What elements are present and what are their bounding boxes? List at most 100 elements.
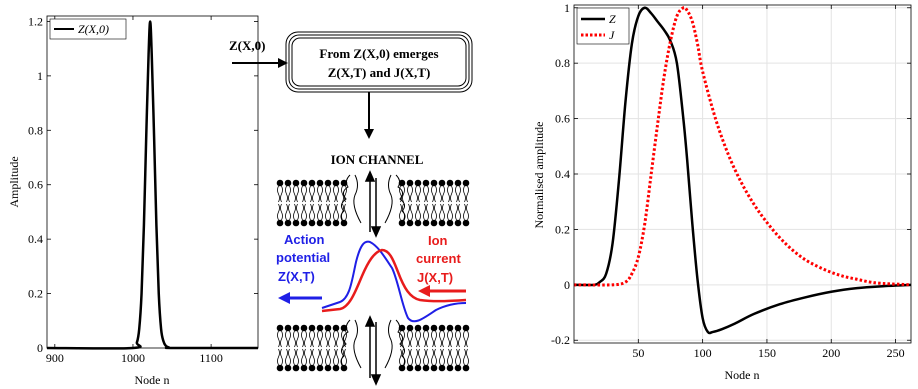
membrane-bottom-lipid-tail <box>455 348 458 366</box>
membrane-top-lipid-tail <box>280 185 283 203</box>
left-legend-label: Z(X,0) <box>78 22 109 36</box>
membrane-bottom-lipid-tail <box>407 330 410 348</box>
membrane-top-lipid-tail <box>458 203 461 221</box>
membrane-top-lipid-tail <box>301 203 304 221</box>
membrane-bottom-lipid-head <box>406 324 414 332</box>
membrane-bottom-lipid-tail <box>410 330 413 348</box>
channel-protein-top <box>340 174 406 224</box>
membrane-top-lipid-tail <box>458 185 461 203</box>
membrane-top-lipid-tail <box>426 185 429 203</box>
membrane-bottom-lipid-head <box>308 324 316 332</box>
membrane-top-lipid-head <box>454 179 462 187</box>
right-y-tick-label: 0.6 <box>555 112 570 126</box>
right-legend-box <box>576 7 630 45</box>
membrane-top-lipid-tail <box>336 203 339 221</box>
membrane-bottom-lipid-head <box>300 364 308 372</box>
membrane-bottom-lipid-tail <box>309 330 312 348</box>
membrane-bottom-lipid-tail <box>285 330 288 348</box>
membrane-bottom-lipid-tail <box>304 348 307 366</box>
membrane-top-lipid-tail <box>426 203 429 221</box>
membrane-bottom-lipid-tail <box>423 348 426 366</box>
membrane-bottom-lipid-tail <box>402 330 405 348</box>
membrane-bottom-lipid-tail <box>277 330 280 348</box>
membrane-bottom-lipid-head <box>462 364 470 372</box>
membrane-top-lipid-tail <box>431 203 434 221</box>
membrane-bottom-lipid-head <box>292 364 300 372</box>
right-y-tick-label: -0.2 <box>551 333 570 347</box>
membrane-bottom-lipid-head <box>406 364 414 372</box>
membrane-bottom-lipid-head <box>446 324 454 332</box>
membrane-bottom-lipid-tail <box>301 330 304 348</box>
membrane-top-lipid-tail <box>410 185 413 203</box>
membrane-bottom-lipid-head <box>284 324 292 332</box>
membrane-bottom-lipid-head <box>414 364 422 372</box>
membrane-bottom-lipid-tail <box>312 348 315 366</box>
membrane-top-lipid-tail <box>301 185 304 203</box>
membrane-bottom-lipid-head <box>284 364 292 372</box>
right-chart: 50 100 150 200 250 -0.2 0 0.2 0.4 0.6 0.8 1 Z J Nod… <box>532 1 912 382</box>
membrane-bottom-lipid-head <box>438 364 446 372</box>
membrane-top-lipid-head <box>406 179 414 187</box>
membrane-top-lipid-tail <box>325 203 328 221</box>
left-y-tick-label: 1.2 <box>28 14 43 28</box>
membrane-top-lipid-tail <box>293 203 296 221</box>
membrane-bottom-lipid-head <box>332 364 340 372</box>
left-y-tick-label: 0.6 <box>28 178 43 192</box>
membrane-bottom-lipid-tail <box>407 348 410 366</box>
membrane-top-lipid-head <box>332 179 340 187</box>
membrane-bottom-lipid-tail <box>304 330 307 348</box>
membrane-top-lipid-tail <box>431 185 434 203</box>
membrane-top-lipid-tail <box>317 203 320 221</box>
membrane-bottom-lipid-tail <box>296 330 299 348</box>
membrane-top-lipid-tail <box>418 203 421 221</box>
membrane-top-lipid-tail <box>447 185 450 203</box>
membrane-top-lipid-tail <box>277 203 280 221</box>
membrane-top-lipid-tail <box>415 185 418 203</box>
membrane-bottom-lipid-head <box>340 324 348 332</box>
membrane-bottom-lipid-head <box>438 324 446 332</box>
membrane-top-lipid-tail <box>312 203 315 221</box>
right-y-tick-label: 0.2 <box>555 222 570 236</box>
membrane-bottom-lipid-tail <box>280 348 283 366</box>
membrane-bottom-lipid-tail <box>277 348 280 366</box>
ion-line2: current <box>416 251 461 266</box>
membrane-bottom-lipid-tail <box>458 348 461 366</box>
membrane-bottom-lipid-tail <box>317 348 320 366</box>
membrane-top-lipid-head <box>292 179 300 187</box>
membrane-top-lipid-head <box>300 179 308 187</box>
membrane-bottom-lipid-tail <box>415 348 418 366</box>
membrane-top-lipid-tail <box>450 203 453 221</box>
left-y-tick-label: 0.4 <box>28 232 43 246</box>
membrane-bottom-lipid-tail <box>423 330 426 348</box>
membrane-top-lipid-head <box>446 179 454 187</box>
membrane-top-lipid-tail <box>277 185 280 203</box>
right-legend-label-z: Z <box>609 12 616 26</box>
membrane-top-lipid-tail <box>344 203 347 221</box>
membrane-top-lipid-tail <box>312 185 315 203</box>
left-plot-frame <box>46 15 259 349</box>
membrane-bottom-lipid-tail <box>317 330 320 348</box>
membrane-top-lipid-tail <box>402 185 405 203</box>
membrane-bottom-lipid-tail <box>288 348 291 366</box>
membrane-bottom-lipid-tail <box>463 330 466 348</box>
left-chart: 900 1000 1100 0 0.2 0.4 0.6 0.8 1 1.2 Z(X,0) Node… <box>7 14 259 387</box>
membrane-bottom-lipid-tail <box>320 348 323 366</box>
membrane-top-lipid-tail <box>455 203 458 221</box>
left-lines <box>46 20 259 350</box>
membrane-bottom-lipid-tail <box>439 348 442 366</box>
membrane-bottom-lipid-tail <box>418 348 421 366</box>
membrane-top-lipid-tail <box>466 203 469 221</box>
membrane-top-lipid-tail <box>341 185 344 203</box>
down-arrow-head <box>364 129 374 139</box>
right-legend: Z J <box>576 7 630 45</box>
membrane-top-lipid-head <box>308 179 316 187</box>
membrane-top-lipid-tail <box>304 203 307 221</box>
membrane-bottom-lipid-tail <box>341 330 344 348</box>
left-series-Z(X,0)-line <box>46 20 259 350</box>
ion-arrow-head <box>418 285 430 297</box>
membrane-bottom-lipid-tail <box>463 348 466 366</box>
left-x-tick-label: 1000 <box>121 351 145 365</box>
left-y-tick-label: 1 <box>37 69 43 83</box>
membrane-bottom-lipid-head <box>316 324 324 332</box>
membrane-bottom-lipid-tail <box>447 330 450 348</box>
